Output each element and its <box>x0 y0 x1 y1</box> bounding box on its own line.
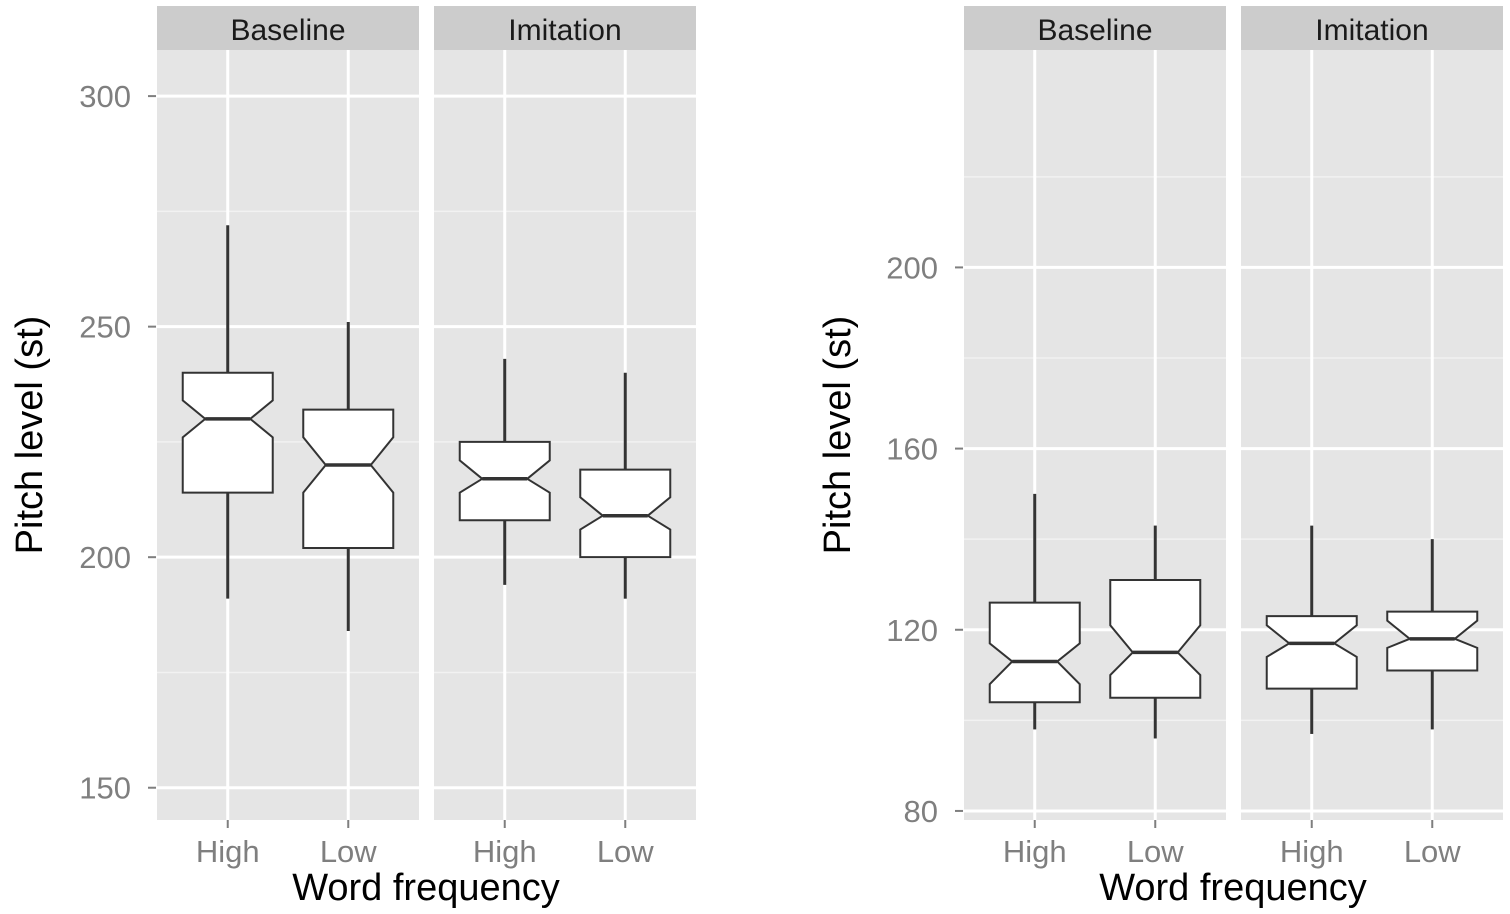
y-axis-title: Pitch level (st) <box>9 316 51 555</box>
y-axis-title: Pitch level (st) <box>817 316 859 555</box>
y-tick-label: 160 <box>886 432 938 467</box>
y-tick-label: 300 <box>79 79 131 114</box>
facet-strip-label: Baseline <box>230 14 345 47</box>
notched-box <box>1386 610 1479 672</box>
panel-background <box>964 50 1226 820</box>
notched-box <box>458 440 551 522</box>
facet-strip-label: Baseline <box>1037 14 1152 47</box>
x-axis-title: Word frequency <box>292 867 560 909</box>
y-tick-label: 80 <box>904 794 938 829</box>
y-tick-label: 250 <box>79 310 131 345</box>
notched-box <box>579 468 672 559</box>
facet-strip <box>434 6 696 50</box>
y-tick-label: 150 <box>79 771 131 806</box>
notched-box <box>1109 578 1202 699</box>
x-tick-label: High <box>1280 834 1344 869</box>
facet-strip-label: Imitation <box>508 14 621 47</box>
x-tick-label: Low <box>1127 834 1184 869</box>
x-tick-label: High <box>1003 834 1067 869</box>
facet-strip <box>157 6 419 50</box>
x-tick-label: High <box>473 834 537 869</box>
facet-strip <box>1241 6 1503 50</box>
x-axis-title: Word frequency <box>1099 867 1367 909</box>
notched-box <box>1265 615 1358 690</box>
y-tick-label: 120 <box>886 613 938 648</box>
x-tick-label: Low <box>597 834 654 869</box>
x-tick-label: Low <box>320 834 377 869</box>
facet-strip <box>964 6 1226 50</box>
notched-box <box>988 601 1081 704</box>
x-tick-label: High <box>196 834 260 869</box>
notched-box <box>302 408 395 549</box>
panel-background <box>434 50 696 820</box>
facet-strip-label: Imitation <box>1315 14 1428 47</box>
y-tick-label: 200 <box>79 540 131 575</box>
y-tick-label: 200 <box>886 250 938 285</box>
notched-box <box>181 371 274 494</box>
panel-background <box>1241 50 1503 820</box>
x-tick-label: Low <box>1404 834 1461 869</box>
